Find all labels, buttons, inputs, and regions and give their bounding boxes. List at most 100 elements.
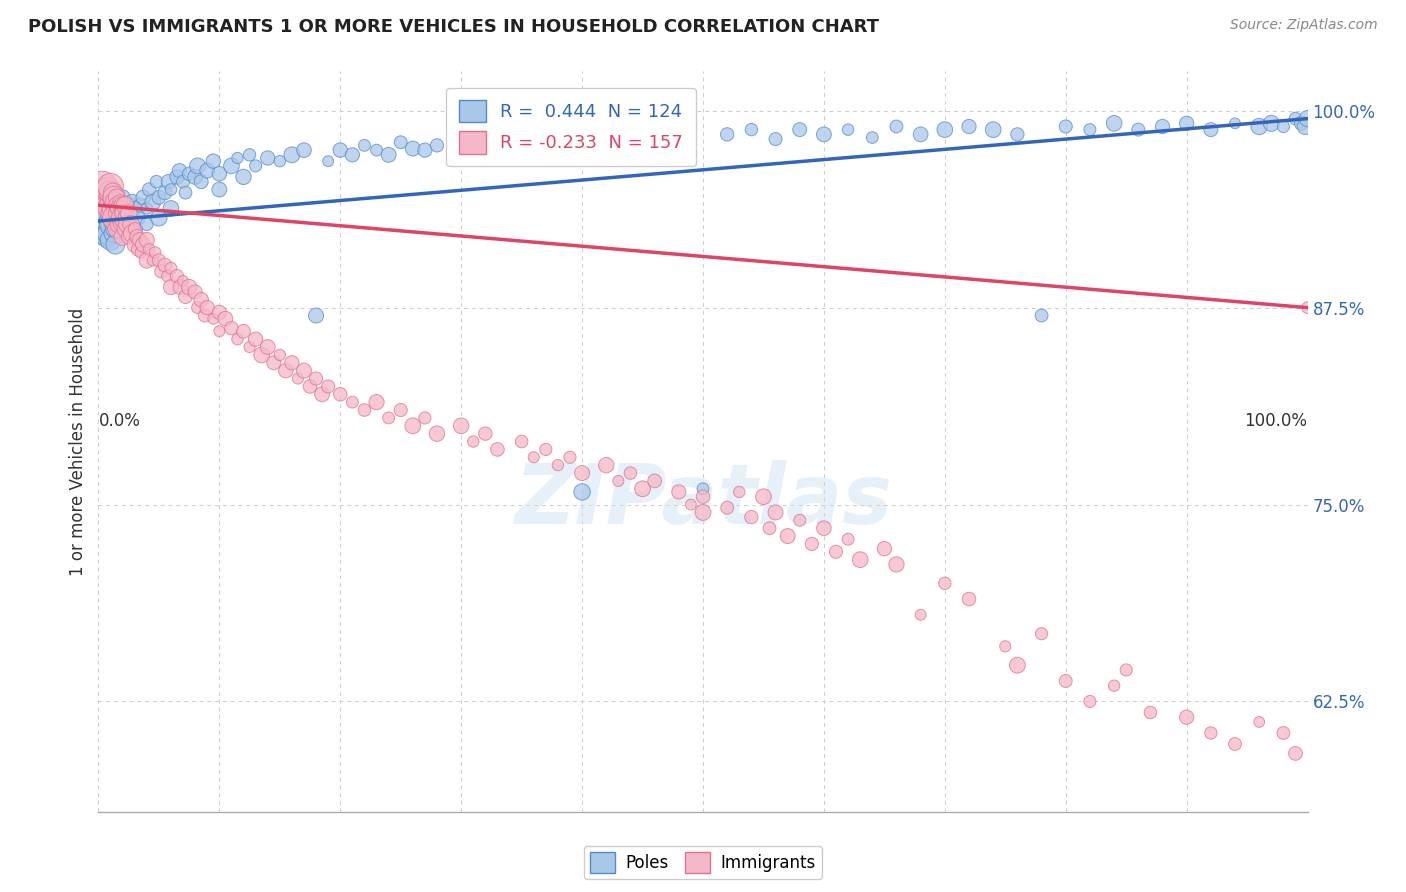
Point bbox=[692, 505, 714, 519]
Point bbox=[934, 576, 956, 591]
Point bbox=[813, 521, 835, 535]
Point bbox=[402, 142, 425, 156]
Point bbox=[138, 243, 160, 257]
Point bbox=[1007, 658, 1029, 673]
Point bbox=[105, 206, 128, 220]
Point bbox=[100, 206, 122, 220]
Point bbox=[138, 182, 160, 196]
Point bbox=[110, 217, 132, 231]
Point bbox=[148, 253, 170, 268]
Point bbox=[153, 258, 176, 272]
Point bbox=[160, 182, 183, 196]
Point bbox=[232, 324, 254, 338]
Point bbox=[619, 135, 641, 149]
Point bbox=[124, 202, 146, 216]
Point bbox=[800, 537, 823, 551]
Point bbox=[115, 222, 138, 236]
Point bbox=[910, 128, 932, 142]
Point bbox=[377, 411, 399, 425]
Point bbox=[105, 195, 128, 210]
Point bbox=[98, 227, 121, 241]
Point bbox=[105, 222, 128, 236]
Point bbox=[226, 332, 249, 346]
Point bbox=[202, 311, 225, 326]
Point bbox=[101, 206, 124, 220]
Point bbox=[740, 122, 762, 136]
Point bbox=[91, 179, 114, 194]
Point bbox=[221, 159, 243, 173]
Point bbox=[329, 387, 352, 401]
Point bbox=[486, 442, 509, 457]
Point bbox=[174, 290, 197, 304]
Point bbox=[100, 179, 122, 194]
Point bbox=[274, 364, 297, 378]
Point bbox=[849, 552, 872, 566]
Point bbox=[112, 206, 135, 220]
Point bbox=[135, 253, 157, 268]
Point bbox=[108, 202, 131, 216]
Point bbox=[463, 143, 485, 157]
Point bbox=[1223, 116, 1246, 130]
Point bbox=[377, 148, 399, 162]
Point bbox=[413, 143, 436, 157]
Point bbox=[90, 214, 112, 228]
Point bbox=[256, 340, 278, 354]
Point bbox=[194, 309, 217, 323]
Point bbox=[110, 202, 132, 216]
Point bbox=[287, 371, 309, 385]
Point bbox=[107, 198, 129, 212]
Point bbox=[101, 202, 124, 216]
Point bbox=[342, 395, 364, 409]
Point bbox=[184, 285, 207, 299]
Point bbox=[668, 485, 690, 500]
Point bbox=[190, 293, 212, 307]
Point bbox=[100, 192, 122, 206]
Point bbox=[143, 245, 166, 260]
Point bbox=[692, 482, 714, 496]
Point bbox=[1102, 116, 1125, 130]
Point bbox=[728, 485, 751, 500]
Point bbox=[837, 122, 859, 136]
Point bbox=[142, 195, 165, 210]
Point bbox=[107, 217, 129, 231]
Point bbox=[127, 211, 149, 225]
Point bbox=[558, 132, 581, 146]
Point bbox=[269, 348, 291, 362]
Point bbox=[994, 640, 1017, 654]
Point bbox=[281, 356, 304, 370]
Point bbox=[169, 163, 191, 178]
Point bbox=[169, 280, 191, 294]
Point bbox=[353, 138, 375, 153]
Point bbox=[692, 490, 714, 504]
Point bbox=[342, 148, 364, 162]
Point bbox=[135, 233, 157, 247]
Point bbox=[934, 122, 956, 136]
Point bbox=[110, 217, 132, 231]
Point bbox=[104, 195, 127, 210]
Point bbox=[1249, 120, 1271, 134]
Point bbox=[127, 229, 149, 244]
Point bbox=[329, 143, 352, 157]
Point bbox=[1272, 120, 1295, 134]
Point bbox=[121, 195, 143, 210]
Point bbox=[256, 151, 278, 165]
Point bbox=[316, 379, 339, 393]
Point bbox=[1078, 694, 1101, 708]
Point bbox=[1175, 710, 1198, 724]
Point bbox=[120, 217, 142, 231]
Point bbox=[100, 214, 122, 228]
Point bbox=[450, 418, 472, 433]
Point bbox=[118, 198, 141, 212]
Point bbox=[160, 202, 183, 216]
Point bbox=[366, 143, 388, 157]
Point bbox=[1249, 714, 1271, 729]
Point bbox=[450, 132, 472, 146]
Point bbox=[153, 186, 176, 200]
Point bbox=[1152, 120, 1174, 134]
Point bbox=[157, 175, 180, 189]
Point bbox=[910, 607, 932, 622]
Point bbox=[118, 206, 141, 220]
Point bbox=[97, 206, 120, 220]
Point bbox=[101, 186, 124, 200]
Point bbox=[250, 348, 273, 362]
